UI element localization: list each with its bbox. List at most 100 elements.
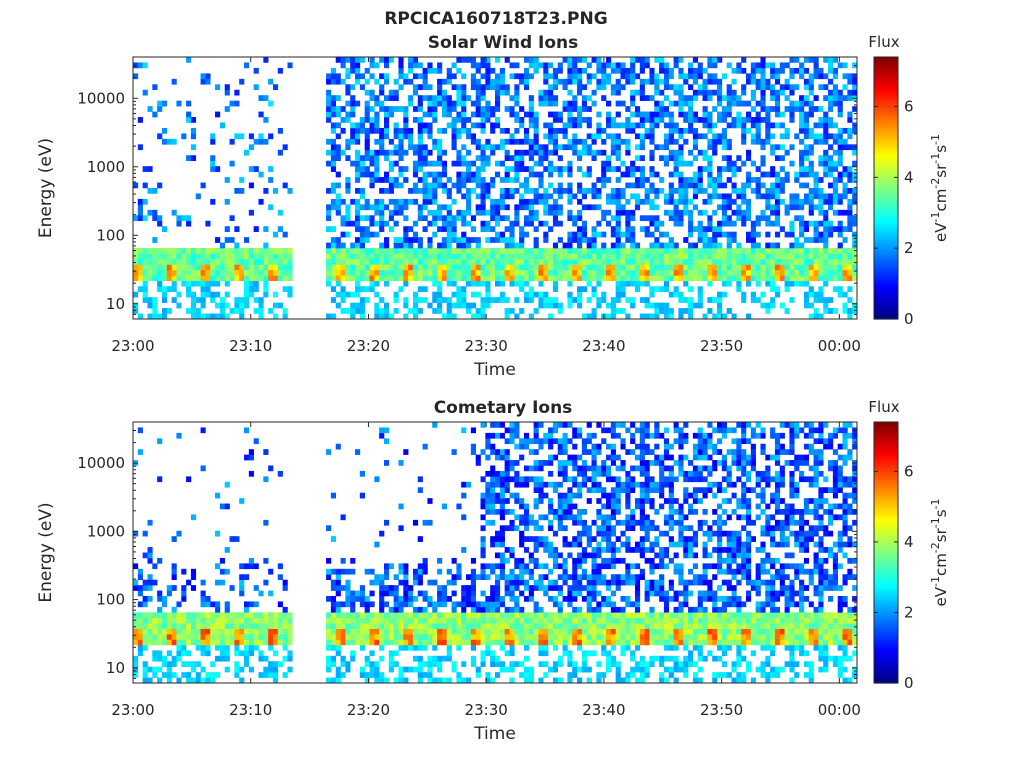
heatmap-cell — [842, 209, 848, 216]
heatmap-cell — [350, 617, 356, 624]
heatmap-cell — [678, 89, 684, 96]
heatmap-cell — [538, 155, 544, 162]
heatmap-cell — [412, 623, 419, 629]
heatmap-cell — [461, 177, 467, 183]
heatmap-cell — [828, 220, 834, 227]
heatmap-cell — [519, 106, 525, 112]
heatmap-cell — [239, 639, 245, 646]
heatmap-cell — [615, 122, 621, 129]
colorbar-segment — [874, 157, 898, 161]
heatmap-cell — [634, 264, 641, 271]
heatmap-cell — [625, 253, 631, 260]
heatmap-cell — [485, 454, 491, 461]
heatmap-cell — [803, 117, 810, 123]
heatmap-cell — [340, 57, 346, 63]
heatmap-cell — [181, 650, 187, 657]
heatmap-cell — [504, 427, 510, 434]
heatmap-cell — [335, 302, 341, 309]
heatmap-cell — [161, 308, 168, 314]
heatmap-cell — [388, 623, 394, 629]
heatmap-cell — [504, 470, 510, 477]
heatmap-cell — [818, 231, 824, 238]
heatmap-cell — [383, 585, 390, 591]
heatmap-cell — [461, 275, 467, 282]
heatmap-cell — [364, 106, 370, 112]
heatmap-cell — [350, 612, 356, 619]
heatmap-cell — [248, 248, 254, 254]
heatmap-cell — [721, 95, 727, 101]
heatmap-cell — [432, 422, 438, 428]
heatmap-cell — [523, 280, 530, 287]
heatmap-cell — [799, 258, 805, 265]
heatmap-cell — [147, 617, 153, 624]
heatmap-cell — [755, 177, 761, 183]
heatmap-cell — [364, 78, 370, 85]
heatmap-cell — [852, 308, 858, 314]
heatmap-cell — [398, 155, 404, 162]
heatmap-cell — [504, 617, 510, 624]
heatmap-cell — [692, 144, 699, 151]
heatmap-cell — [668, 155, 674, 162]
heatmap-cell — [359, 84, 365, 91]
heatmap-cell — [374, 476, 380, 483]
heatmap-cell — [466, 258, 472, 265]
heatmap-cell — [171, 634, 177, 640]
heatmap-cell — [514, 127, 520, 134]
heatmap-cell — [475, 100, 481, 107]
heatmap-cell — [147, 612, 153, 619]
heatmap-cell — [161, 264, 168, 271]
heatmap-cell — [200, 623, 206, 629]
heatmap-cell — [504, 155, 510, 162]
heatmap-cell — [205, 269, 211, 276]
heatmap-cell — [601, 171, 607, 178]
heatmap-cell — [219, 122, 226, 129]
heatmap-cell — [620, 160, 626, 167]
heatmap-cell — [461, 57, 467, 63]
heatmap-cell — [741, 100, 747, 107]
heatmap-cell — [514, 470, 520, 477]
heatmap-cell — [490, 106, 496, 112]
heatmap-cell — [567, 73, 573, 80]
heatmap-cell — [335, 106, 341, 112]
heatmap-cell — [596, 67, 602, 74]
heatmap-cell — [499, 237, 505, 243]
heatmap-cell — [195, 297, 201, 303]
heatmap-cell — [504, 634, 510, 640]
heatmap-cell — [726, 231, 732, 238]
heatmap-cell — [224, 84, 230, 91]
heatmap-cell — [774, 231, 781, 238]
heatmap-cell — [480, 84, 486, 91]
heatmap-cell — [803, 220, 810, 227]
heatmap-cell — [577, 291, 583, 298]
heatmap-cell — [721, 133, 727, 140]
heatmap-cell — [147, 264, 153, 271]
heatmap-cell — [239, 617, 245, 624]
heatmap-cell — [688, 111, 694, 118]
heatmap-cell — [374, 574, 380, 580]
heatmap-cell — [224, 226, 230, 232]
heatmap-cell — [239, 590, 245, 597]
heatmap-cell — [461, 89, 467, 96]
heatmap-cell — [504, 166, 510, 172]
heatmap-cell — [437, 144, 443, 151]
heatmap-cell — [364, 264, 370, 271]
heatmap-cell — [765, 106, 771, 112]
heatmap-cell — [248, 280, 254, 287]
colorbar-segment — [874, 163, 898, 167]
heatmap-cell — [340, 612, 346, 619]
heatmap-cell — [499, 574, 505, 580]
heatmap-cell — [142, 253, 148, 260]
heatmap-cell — [557, 248, 563, 254]
heatmap-cell — [678, 155, 684, 162]
heatmap-cell — [340, 264, 346, 271]
heatmap-cell — [422, 563, 428, 570]
colorbar-segment — [874, 279, 898, 283]
heatmap-cell — [837, 62, 843, 69]
heatmap-cell — [765, 78, 771, 85]
heatmap-cell — [803, 182, 810, 189]
heatmap-cell — [359, 639, 365, 646]
heatmap-cell — [818, 138, 824, 145]
heatmap-cell — [152, 650, 158, 657]
heatmap-cell — [567, 215, 573, 222]
heatmap-cell — [335, 95, 341, 101]
